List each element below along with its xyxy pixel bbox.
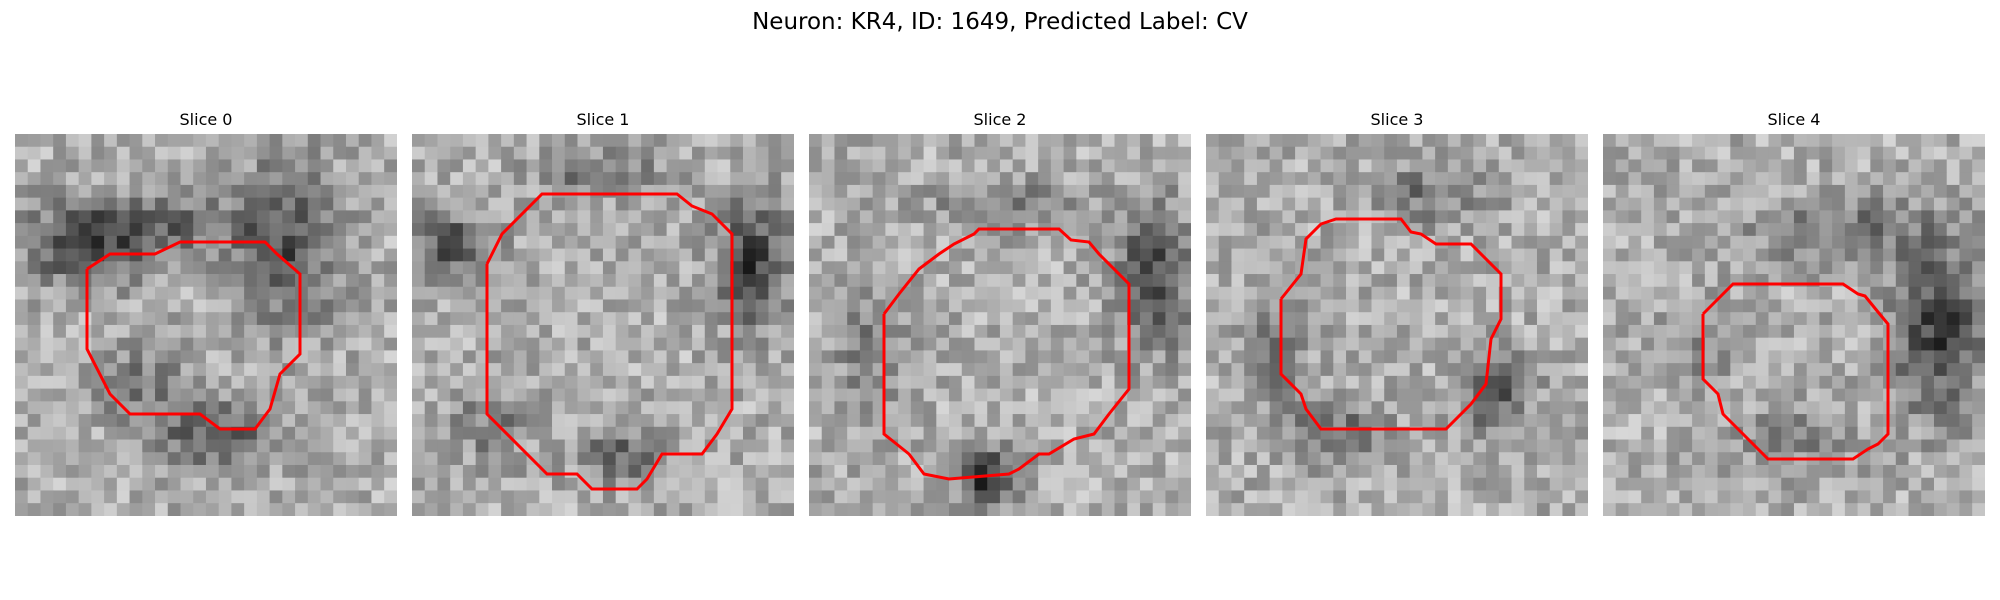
slice-panel-1: Slice 1 [412,110,794,520]
figure-title: Neuron: KR4, ID: 1649, Predicted Label: … [752,9,1248,35]
slice-image-3 [1206,134,1588,516]
roi-outline-3 [1279,217,1503,431]
slice-svg-2 [809,134,1191,516]
slice-panel-2: Slice 2 [809,110,1191,520]
slice-svg-3 [1206,134,1588,516]
slice-image-2 [809,134,1191,516]
slice-image-0 [15,134,397,516]
roi-outline-2 [882,227,1131,481]
slice-title-0: Slice 0 [179,110,233,129]
slice-title-3: Slice 3 [1370,110,1424,129]
slice-panels: Slice 0 Slice 1 Slice 2 [15,110,1985,520]
slice-title-4: Slice 4 [1767,110,1821,129]
slice-image-4 [1603,134,1985,516]
slice-title-2: Slice 2 [973,110,1027,129]
slice-svg-0 [15,134,397,516]
roi-outline-0 [85,240,302,431]
slice-panel-3: Slice 3 [1206,110,1588,520]
slice-title-1: Slice 1 [576,110,630,129]
slice-svg-1 [412,134,794,516]
slice-panel-4: Slice 4 [1603,110,1985,520]
slice-panel-0: Slice 0 [15,110,397,520]
roi-outline-1 [485,192,734,491]
roi-outline-4 [1701,282,1890,461]
slice-image-1 [412,134,794,516]
slice-svg-4 [1603,134,1985,516]
